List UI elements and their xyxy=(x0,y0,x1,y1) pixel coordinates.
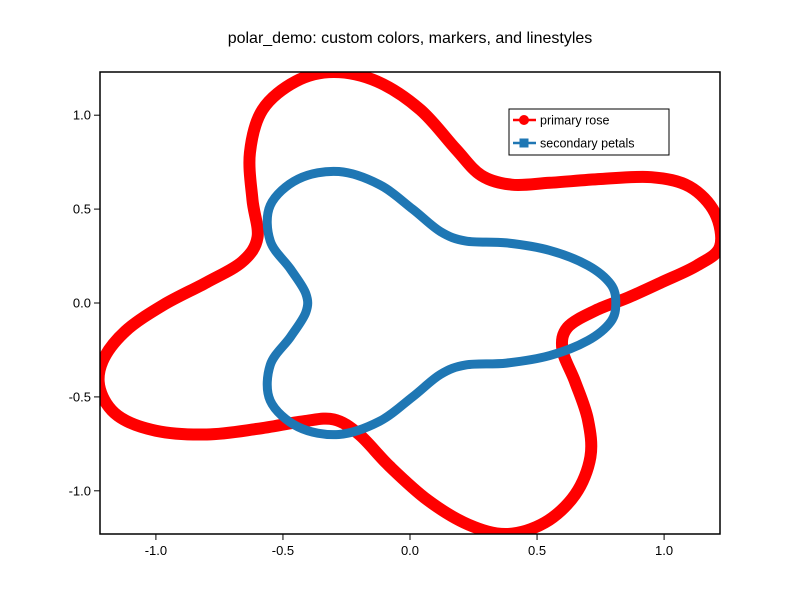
y-tick-label: -0.5 xyxy=(69,389,91,404)
legend-label-secondary: secondary petals xyxy=(540,137,635,151)
chart-title: polar_demo: custom colors, markers, and … xyxy=(228,30,593,47)
x-tick-label: -0.5 xyxy=(272,543,294,558)
legend-label-primary: primary rose xyxy=(540,114,610,128)
legend: primary rose secondary petals xyxy=(508,108,670,156)
y-tick-label: 1.0 xyxy=(73,108,91,123)
series-line-secondary-petals xyxy=(262,166,621,440)
x-tick-label: 1.0 xyxy=(655,543,673,558)
x-tick-label: 0.5 xyxy=(528,543,546,558)
legend-marker-primary xyxy=(519,115,529,125)
x-axis: -1.0 -0.5 0.0 0.5 1.0 xyxy=(145,534,673,558)
y-tick-label: 0.0 xyxy=(73,296,91,311)
x-tick-label: 0.0 xyxy=(401,543,419,558)
y-tick-label: 0.5 xyxy=(73,202,91,217)
legend-marker-secondary xyxy=(519,138,529,148)
series-layer xyxy=(100,72,720,534)
legend-box xyxy=(508,108,670,156)
x-tick-label: -1.0 xyxy=(145,543,167,558)
y-tick-label: -1.0 xyxy=(69,483,91,498)
y-axis: -1.0 -0.5 0.0 0.5 1.0 xyxy=(69,108,100,498)
series-line-primary-rose xyxy=(100,72,720,534)
